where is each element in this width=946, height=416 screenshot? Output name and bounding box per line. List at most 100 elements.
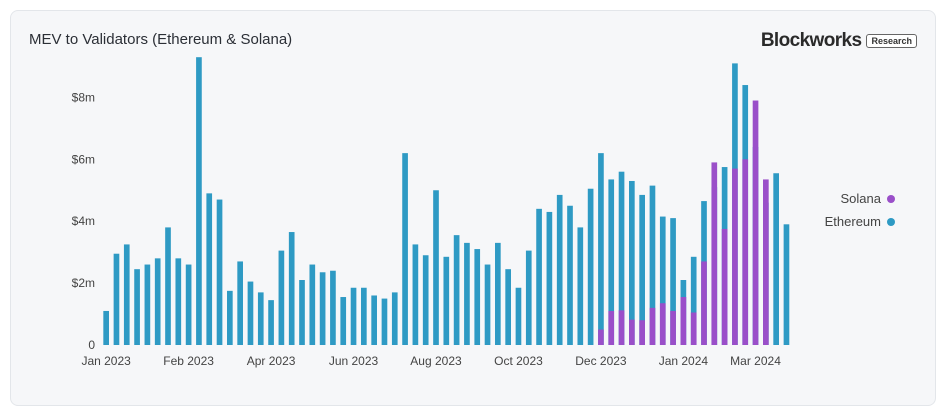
bar-ethereum[interactable] xyxy=(134,269,140,345)
bar-solana[interactable] xyxy=(608,310,615,345)
bar-ethereum[interactable] xyxy=(185,264,192,345)
bar-ethereum[interactable] xyxy=(175,258,182,345)
bar-ethereum[interactable] xyxy=(361,287,367,345)
brand: Blockworks Research xyxy=(761,30,917,52)
bar-ethereum[interactable] xyxy=(484,264,491,345)
x-tick-label: Mar 2024 xyxy=(730,354,781,368)
x-tick-label: Jan 2024 xyxy=(659,354,709,368)
bar-solana[interactable] xyxy=(598,329,604,345)
bar-ethereum[interactable] xyxy=(567,205,573,345)
bar-chart: 0 $2m $4m $6m $8m Jan 2023 Feb 2023 Apr 2023 Jun… xyxy=(72,57,790,368)
bar-solana[interactable] xyxy=(690,312,697,345)
research-badge: Research xyxy=(866,34,917,48)
bar-ethereum[interactable] xyxy=(144,264,151,345)
bar-ethereum[interactable] xyxy=(206,193,213,345)
bar-ethereum[interactable] xyxy=(505,269,511,345)
bar-solana[interactable] xyxy=(732,168,738,345)
bar-ethereum[interactable] xyxy=(257,292,264,345)
bar-ethereum[interactable] xyxy=(639,194,645,345)
y-tick-label: $6m xyxy=(72,152,95,166)
bar-ethereum[interactable] xyxy=(278,250,285,345)
legend-label-ethereum: Ethereum xyxy=(824,214,881,229)
bar-ethereum[interactable] xyxy=(350,287,357,345)
bar-ethereum[interactable] xyxy=(299,280,305,345)
bar-ethereum[interactable] xyxy=(154,258,161,345)
bar-ethereum[interactable] xyxy=(196,57,202,345)
bar-ethereum[interactable] xyxy=(670,218,676,345)
bar-ethereum[interactable] xyxy=(237,261,243,345)
bar-solana[interactable] xyxy=(763,179,769,345)
bar-ethereum[interactable] xyxy=(391,292,398,345)
bar-ethereum[interactable] xyxy=(381,298,388,345)
bar-ethereum[interactable] xyxy=(371,295,377,345)
bar-ethereum[interactable] xyxy=(309,264,316,345)
legend-swatch-ethereum xyxy=(887,217,895,226)
legend: Solana Ethereum xyxy=(825,191,895,229)
bar-ethereum[interactable] xyxy=(330,270,336,345)
bar-ethereum[interactable] xyxy=(216,199,223,345)
bar-ethereum[interactable] xyxy=(598,153,604,345)
bar-ethereum[interactable] xyxy=(402,153,408,345)
bar-ethereum[interactable] xyxy=(268,300,274,345)
bar-ethereum[interactable] xyxy=(433,190,439,345)
bar-solana[interactable] xyxy=(701,261,707,345)
bar-solana[interactable] xyxy=(629,319,635,345)
bar-ethereum[interactable] xyxy=(690,256,697,345)
x-tick-label: Oct 2023 xyxy=(494,354,543,368)
bar-ethereum[interactable] xyxy=(288,232,295,345)
y-tick-label: $8m xyxy=(72,90,95,104)
bar-ethereum[interactable] xyxy=(608,179,615,345)
bar-ethereum[interactable] xyxy=(412,244,419,345)
blockworks-logo: Blockworks xyxy=(760,30,862,51)
bar-solana[interactable] xyxy=(670,310,676,345)
x-tick-label: Feb 2023 xyxy=(163,354,214,368)
x-tick-label: Apr 2023 xyxy=(247,354,296,368)
bar-ethereum[interactable] xyxy=(495,242,501,345)
bar-solana[interactable] xyxy=(649,307,656,345)
bar-ethereum[interactable] xyxy=(629,180,635,345)
bar-solana[interactable] xyxy=(680,297,687,345)
bar-ethereum[interactable] xyxy=(659,216,666,345)
bar-ethereum[interactable] xyxy=(103,310,109,345)
bar-solana[interactable] xyxy=(618,310,625,345)
bar-ethereum[interactable] xyxy=(773,173,779,345)
bar-ethereum[interactable] xyxy=(113,253,120,345)
bar-ethereum[interactable] xyxy=(587,188,594,345)
bar-solana[interactable] xyxy=(721,228,728,345)
bar-ethereum[interactable] xyxy=(474,249,481,345)
bar-ethereum[interactable] xyxy=(649,185,656,345)
bar-ethereum[interactable] xyxy=(525,250,532,345)
chart-title: MEV to Validators (Ethereum & Solana) xyxy=(29,31,293,48)
bar-solana[interactable] xyxy=(639,320,645,345)
legend-swatch-solana xyxy=(887,194,895,203)
bar-solana[interactable] xyxy=(752,100,759,346)
bar-ethereum[interactable] xyxy=(515,287,522,345)
x-tick-label: Jan 2023 xyxy=(81,354,131,368)
bar-ethereum[interactable] xyxy=(453,235,460,345)
bar-solana[interactable] xyxy=(711,162,718,345)
bar-solana[interactable] xyxy=(742,159,749,345)
bar-ethereum[interactable] xyxy=(618,171,625,345)
legend-label-solana: Solana xyxy=(840,191,881,206)
bar-ethereum[interactable] xyxy=(165,227,171,345)
bar-ethereum[interactable] xyxy=(556,194,563,345)
y-tick-label: $4m xyxy=(72,214,95,228)
bar-ethereum[interactable] xyxy=(422,255,429,345)
bar-solana[interactable] xyxy=(659,303,666,345)
legend-item-solana[interactable]: Solana xyxy=(841,191,895,206)
y-tick-label: 0 xyxy=(88,338,95,352)
bar-ethereum[interactable] xyxy=(464,242,470,345)
bar-ethereum[interactable] xyxy=(783,224,790,345)
bar-ethereum[interactable] xyxy=(536,208,542,345)
bar-ethereum[interactable] xyxy=(227,290,233,345)
x-tick-label: Aug 2023 xyxy=(410,354,462,368)
bar-ethereum[interactable] xyxy=(443,256,450,345)
bar-ethereum[interactable] xyxy=(123,244,130,345)
bar-ethereum[interactable] xyxy=(340,297,347,345)
bar-ethereum[interactable] xyxy=(577,227,584,345)
bar-ethereum[interactable] xyxy=(546,211,553,345)
bar-ethereum[interactable] xyxy=(247,281,254,345)
legend-item-ethereum[interactable]: Ethereum xyxy=(825,214,895,229)
chart-card: MEV to Validators (Ethereum & Solana) Bl… xyxy=(10,10,936,406)
bar-ethereum[interactable] xyxy=(319,272,326,345)
